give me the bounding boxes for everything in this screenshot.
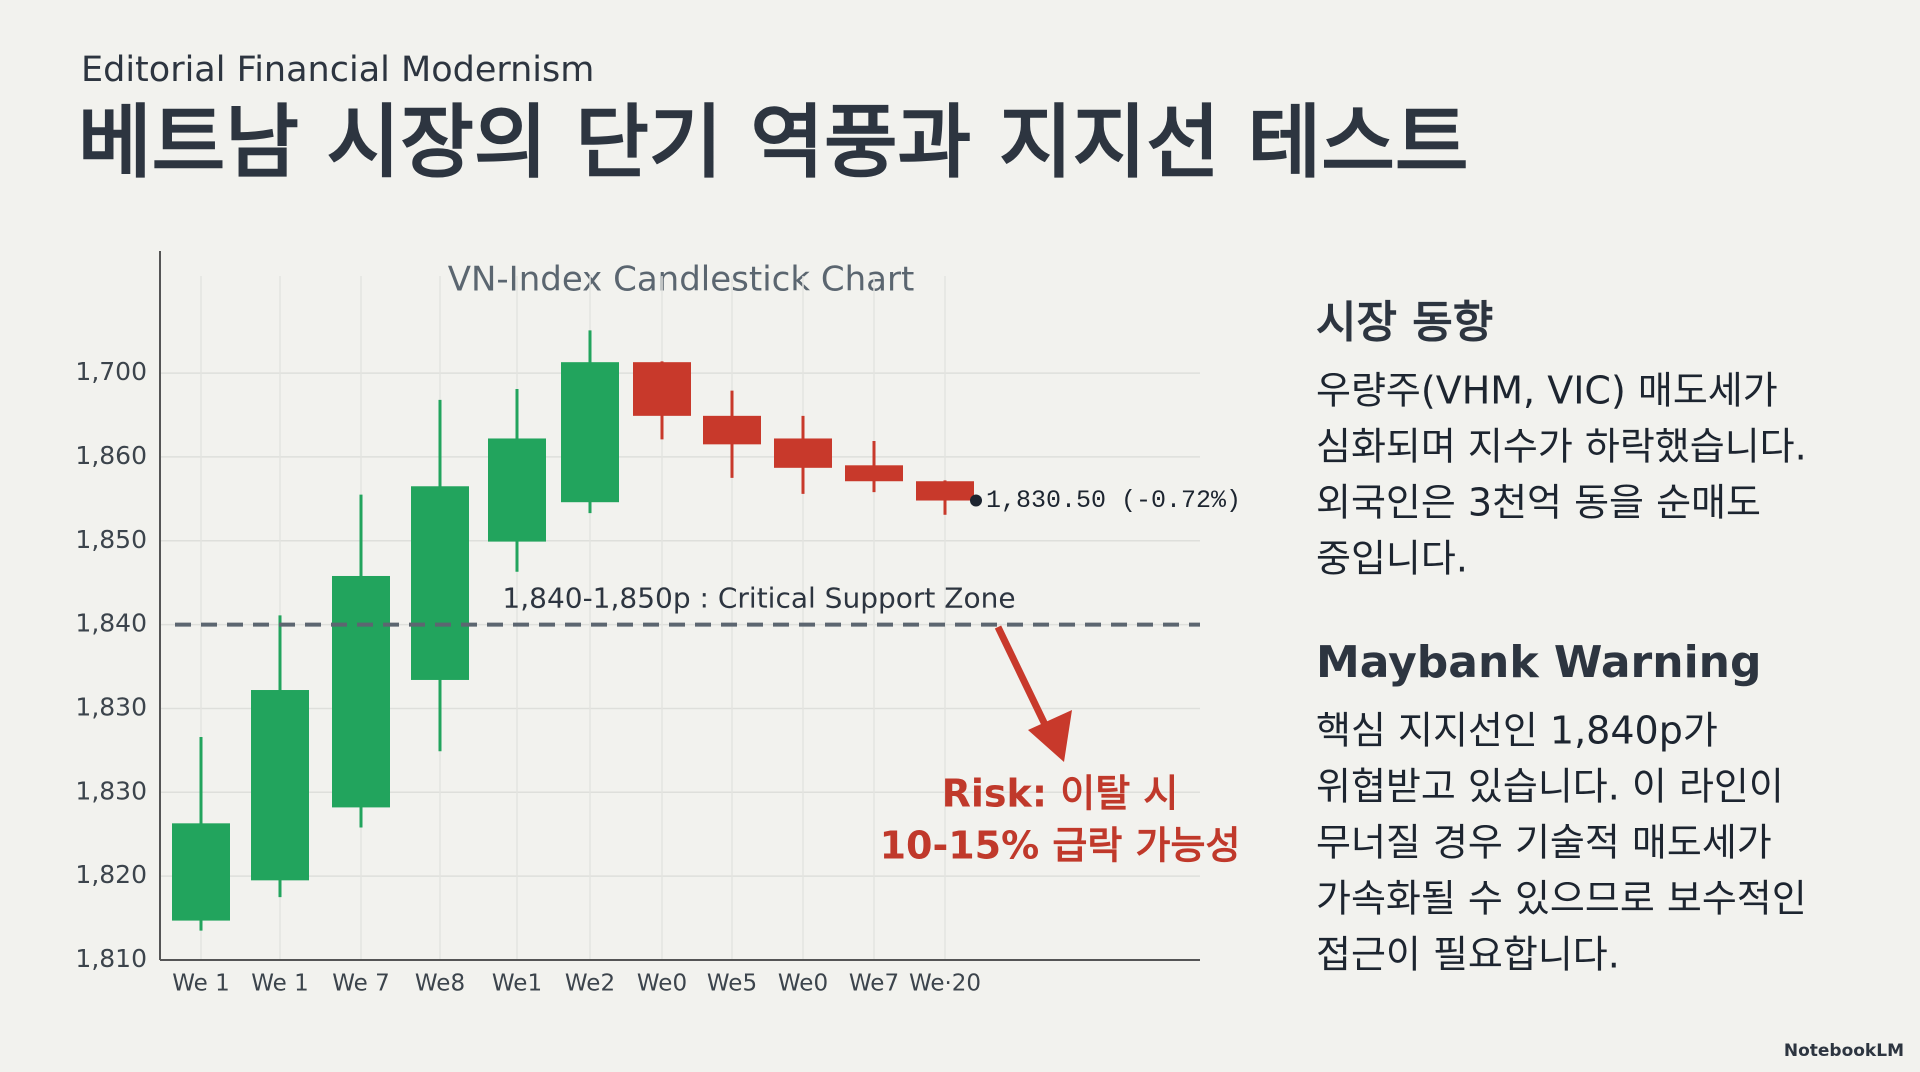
risk-arrow [994,625,1054,737]
y-tick-label: 1,830 [75,776,147,805]
x-tick-label: We0 [778,971,828,997]
last-point [970,494,982,507]
y-tick-label: 1,810 [75,944,147,973]
panel-line: 중입니다. [1316,537,1468,581]
risk-text: 10-15% 급락 가능성 [880,824,1241,868]
x-tick-label: We·20 [909,971,981,997]
title: 베트남 시장의 단기 역풍과 지지선 테스트 [78,96,1468,189]
candle-body [172,823,230,921]
x-tick-label: We 7 [332,971,390,997]
panel-line: 심화되며 지수가 하락했습니다. [1316,425,1807,469]
x-tick-label: We 1 [172,971,230,997]
panel-line: 핵심 지지선인 1,840p가 [1316,709,1718,753]
support-label: 1,840-1,850p : Critical Support Zone [502,582,1015,615]
x-tick-label: We 1 [251,971,309,997]
last-label: 1,830.50 (-0.72%) [986,486,1241,515]
candle-body [633,362,691,416]
panel-line: 우량주(VHM, VIC) 매도세가 [1316,369,1778,413]
y-tick-label: 1,830 [75,692,147,721]
risk-arrowhead [1028,710,1072,762]
x-tick-label: We7 [849,971,899,997]
candle-body [774,438,832,468]
subtitle: Editorial Financial Modernism [81,50,594,90]
panel-heading: 시장 동향 [1316,297,1493,348]
chart-title: VN-Index Candlestick Chart [448,260,915,300]
panel-line: 접근이 필요합니다. [1316,933,1620,977]
x-tick-label: We5 [707,971,757,997]
y-tick-label: 1,700 [75,357,147,386]
panel-line: 가속화될 수 있으므로 보수적인 [1316,877,1807,921]
x-tick-label: We0 [637,971,687,997]
candle-body [332,575,390,808]
candle-body [916,481,974,501]
x-tick-label: We1 [492,971,542,997]
candle-body [561,362,619,503]
brand: NotebookLM [1784,1041,1904,1061]
panel-heading: Maybank Warning [1316,637,1761,688]
y-tick-label: 1,840 [75,609,147,638]
candle-body [845,465,903,482]
candle-body [251,690,309,881]
y-tick-label: 1,860 [75,441,147,470]
y-tick-label: 1,850 [75,525,147,554]
risk-text: Risk: 이탈 시 [942,772,1179,816]
x-tick-label: We8 [415,971,465,997]
x-tick-label: We2 [565,971,615,997]
panel-line: 무너질 경우 기술적 매도세가 [1316,821,1772,865]
candle-body [488,438,546,542]
panel-line: 위협받고 있습니다. 이 라인이 [1316,765,1784,809]
candle-body [411,486,469,680]
panel-line: 외국인은 3천억 동을 순매도 [1316,481,1761,525]
candle-body [703,415,761,445]
y-tick-label: 1,820 [75,860,147,889]
